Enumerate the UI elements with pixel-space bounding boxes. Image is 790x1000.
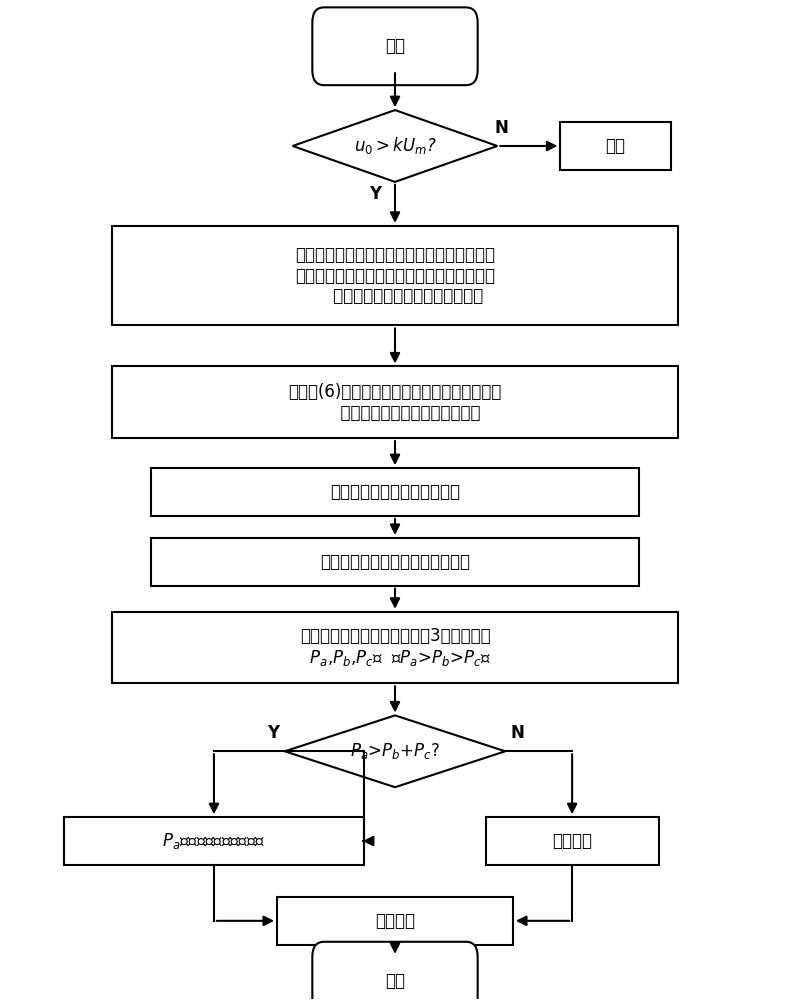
- FancyBboxPatch shape: [312, 942, 478, 1000]
- Text: 结束: 结束: [385, 972, 405, 990]
- Text: 返回: 返回: [605, 137, 626, 155]
- Polygon shape: [292, 110, 498, 182]
- Text: 采集各馈线故障前后的零序电流，进行小波分
解与重构，确定零序电流各频带重构系数，计
     算各个频带的总能，确定特征频带: 采集各馈线故障前后的零序电流，进行小波分 解与重构，确定零序电流各频带重构系数，…: [295, 246, 495, 305]
- Text: 计算各馈线间的综合故障距离: 计算各馈线间的综合故障距离: [330, 483, 460, 501]
- FancyBboxPatch shape: [312, 7, 478, 85]
- Text: $u_0$$>$$kU_m$?: $u_0$$>$$kU_m$?: [353, 135, 437, 156]
- Text: 开始: 开始: [385, 37, 405, 55]
- Text: 计算各条馈线发生故障的相对概率: 计算各条馈线发生故障的相对概率: [320, 553, 470, 571]
- Text: 显示结果: 显示结果: [375, 912, 415, 930]
- Polygon shape: [284, 715, 506, 787]
- Text: 选取发生故障相对概率最大的3个值，设为
  $P_a$,$P_b$,$P_c$，  且$P_a$>$P_b$>$P_c$，: 选取发生故障相对概率最大的3个值，设为 $P_a$,$P_b$,$P_c$， 且…: [299, 627, 491, 668]
- Text: 利用式(6)计算各馈线间特征频带的收敛性阈式
      距离，形成各频带故障距离矩阵: 利用式(6)计算各馈线间特征频带的收敛性阈式 距离，形成各频带故障距离矩阵: [288, 383, 502, 422]
- Text: $P_a$对应的馈线为故障馈线: $P_a$对应的馈线为故障馈线: [163, 831, 265, 851]
- FancyBboxPatch shape: [151, 468, 639, 516]
- FancyBboxPatch shape: [111, 226, 679, 325]
- FancyBboxPatch shape: [64, 817, 363, 865]
- FancyBboxPatch shape: [111, 366, 679, 438]
- Text: Y: Y: [369, 185, 382, 203]
- FancyBboxPatch shape: [560, 122, 671, 170]
- Text: N: N: [510, 724, 524, 742]
- Text: 母线故障: 母线故障: [552, 832, 592, 850]
- FancyBboxPatch shape: [151, 538, 639, 586]
- FancyBboxPatch shape: [111, 612, 679, 683]
- Text: $P_a$>$P_b$+$P_c$?: $P_a$>$P_b$+$P_c$?: [350, 741, 440, 761]
- FancyBboxPatch shape: [277, 897, 513, 945]
- Text: Y: Y: [267, 724, 279, 742]
- FancyBboxPatch shape: [486, 817, 659, 865]
- Text: N: N: [495, 119, 508, 137]
